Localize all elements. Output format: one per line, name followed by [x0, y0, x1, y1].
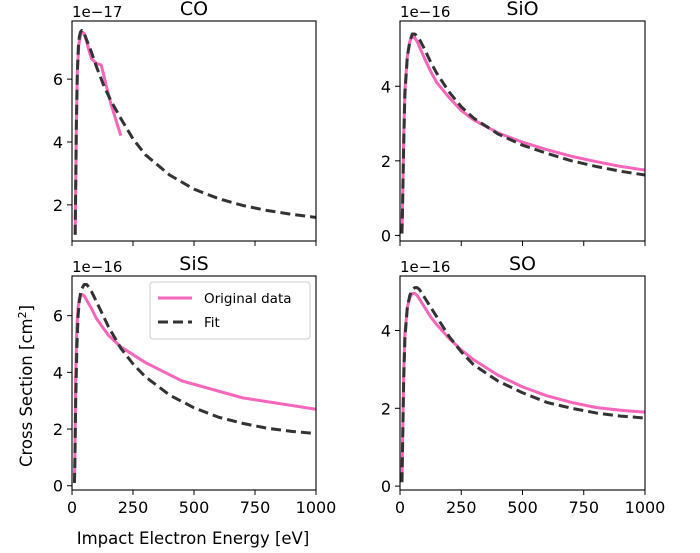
sis-offset-label: 1e−16 — [72, 258, 122, 276]
co-title: CO — [180, 0, 208, 20]
sis-x-tick-label: 0 — [67, 498, 77, 517]
co-y-tick-label: 2 — [53, 196, 63, 215]
sis-x-tick-label: 250 — [118, 498, 149, 517]
sis-y-tick-label: 6 — [53, 307, 63, 326]
so-title: SO — [509, 253, 536, 275]
co-series-fit — [73, 28, 317, 235]
sis-x-tick-label: 500 — [179, 498, 210, 517]
so-series-original — [400, 292, 646, 479]
sis-title: SiS — [179, 253, 208, 275]
so-x-tick-label: 0 — [395, 498, 405, 517]
sio-series-original — [400, 34, 646, 232]
y-axis-label-end: ] — [17, 305, 36, 311]
sio-title: SiO — [506, 0, 538, 20]
legend-box — [149, 281, 311, 340]
so-x-tick-label: 1000 — [625, 498, 666, 517]
co-y-tick-label: 6 — [53, 70, 63, 89]
so-x-tick-label: 250 — [446, 498, 477, 517]
panel-so: 0 250 500 750 1000 0 2 4 1e−16 SO — [381, 253, 666, 517]
so-y-tick-label: 0 — [381, 477, 391, 496]
panel-co: 2 4 6 1e−17 CO — [53, 0, 317, 246]
so-axes-frame — [399, 275, 646, 491]
panel-sio: 0 2 4 1e−16 SiO — [381, 0, 646, 246]
so-series-fit — [400, 286, 646, 483]
so-x-tick-label: 500 — [507, 498, 538, 517]
legend: Original data Fit — [149, 281, 311, 340]
sis-y-tick-label: 0 — [53, 477, 63, 496]
sis-y-tick-label: 2 — [53, 420, 63, 439]
sio-y-tick-label: 4 — [381, 77, 391, 96]
sio-y-tick-label: 0 — [381, 226, 391, 245]
x-axis-label: Impact Electron Energy [eV] — [77, 529, 310, 548]
so-x-tick-label: 750 — [568, 498, 599, 517]
so-offset-label: 1e−16 — [400, 258, 450, 276]
legend-original-label: Original data — [204, 291, 292, 307]
y-axis-label: Cross Section [cm2] — [16, 305, 37, 467]
sio-offset-label: 1e−16 — [400, 3, 450, 21]
y-axis-label-sup: 2 — [16, 311, 29, 318]
co-y-tick-label: 4 — [53, 133, 63, 152]
sio-y-tick-label: 2 — [381, 152, 391, 171]
sio-series-fit — [400, 32, 646, 234]
panels: 2 4 6 1e−17 CO 0 2 4 1e−16 SiO 0 250 500 750 1000 0 2 4 6 1… — [53, 0, 666, 517]
sis-x-tick-label: 750 — [240, 498, 271, 517]
co-axes-frame — [71, 20, 317, 242]
co-series-original — [73, 30, 123, 235]
so-y-tick-label: 2 — [381, 399, 391, 418]
sis-y-tick-label: 4 — [53, 363, 63, 382]
sis-series-fit — [72, 283, 317, 483]
panel-sis: 0 250 500 750 1000 0 2 4 6 1e−16 SiS — [53, 253, 337, 517]
co-offset-label: 1e−17 — [72, 3, 122, 21]
sis-x-tick-label: 1000 — [296, 498, 337, 517]
legend-fit-label: Fit — [204, 315, 220, 331]
so-y-tick-label: 4 — [381, 321, 391, 340]
y-axis-label-main: Cross Section [cm — [17, 318, 36, 467]
sio-axes-frame — [399, 20, 646, 242]
